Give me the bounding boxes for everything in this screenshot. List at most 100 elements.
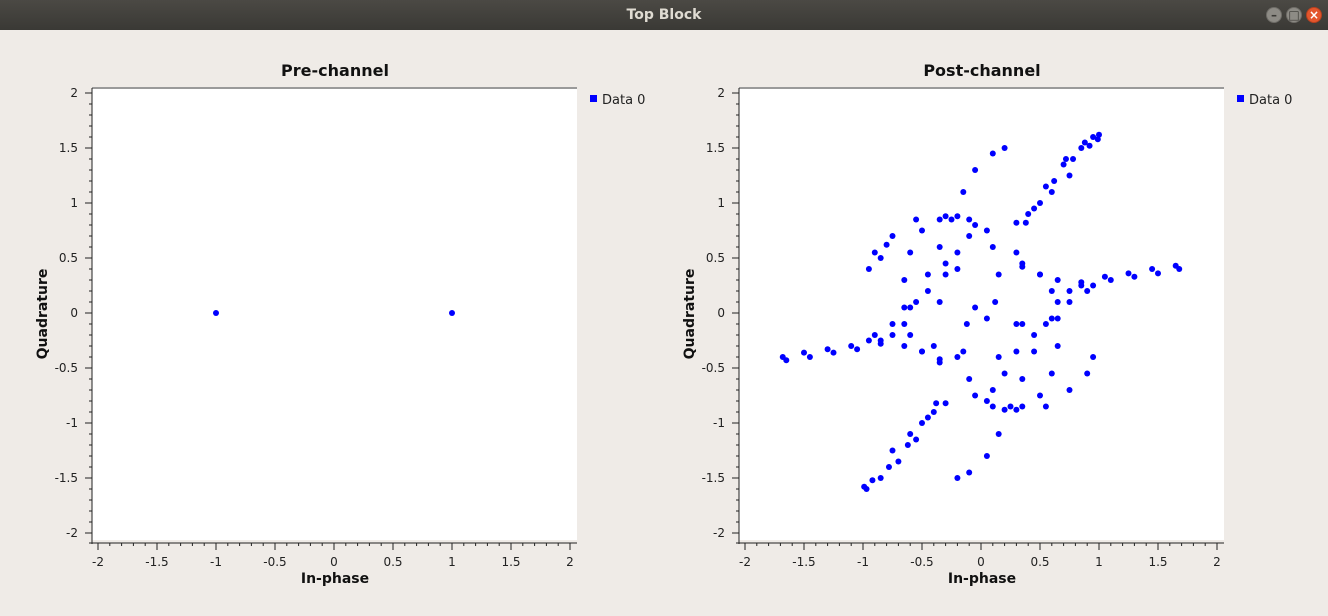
data-point [966,469,973,476]
data-point [913,299,920,305]
data-point [983,398,990,404]
legend-entry[interactable]: Data 0 [1249,93,1292,108]
data-point [865,266,872,272]
maximize-button[interactable]: □ [1286,7,1302,23]
data-point [992,299,999,305]
chart-1: -2 -1.5 -1 -0.5 0 0.5 1 1.5 2 2 1.5 1 0.5 0 -0.5 -1 -1.5… [35,61,645,587]
chart-title: Post-channel [923,61,1040,80]
data-point [854,346,861,353]
y-tick-label: -1.5 [702,471,725,485]
x-tick-label: -2 [92,555,104,569]
minimize-button[interactable]: – [1266,7,1282,23]
y-axis-label: Quadrature [35,269,51,360]
plot-canvas [92,88,577,540]
data-point [983,227,990,234]
y-tick-label: -2 [713,526,725,540]
data-point [1101,273,1108,280]
data-point [933,400,940,407]
data-point [1042,321,1049,327]
data-point [995,354,1002,360]
data-point [801,349,807,356]
x-tick-label: 0 [330,555,338,569]
data-point [972,304,979,311]
data-point [954,266,961,272]
data-point [1019,376,1026,382]
data-point [1037,271,1043,278]
data-point [783,357,790,364]
data-point [1066,299,1073,305]
data-point [1096,131,1102,138]
data-point [924,414,931,421]
data-point [1107,277,1114,283]
data-point [1001,145,1008,151]
data-point [877,340,884,347]
y-tick-label: 2 [717,86,725,100]
legend-entry[interactable]: Data 0 [602,93,645,108]
data-point [989,403,996,410]
data-point [989,244,996,250]
data-point [930,343,937,349]
plot-canvas [739,88,1224,540]
data-point [1066,387,1073,393]
data-point [901,277,908,283]
data-point [901,343,908,349]
data-point [924,271,931,278]
chart-title: Pre-channel [281,61,389,80]
x-tick-label: -2 [739,555,751,569]
x-tick-label: 0.5 [1030,555,1049,569]
legend-swatch [1237,95,1244,102]
data-point [1149,266,1156,272]
data-point [913,216,920,223]
data-point [1037,200,1043,206]
y-tick-label: 0 [717,306,725,320]
x-tick-label: 0 [977,555,985,569]
y-tick-label: 1 [70,196,78,210]
data-point [1048,315,1055,322]
x-tick-label: -1 [210,555,222,569]
close-button[interactable]: × [1306,7,1322,23]
data-point [960,189,967,195]
data-point [942,213,949,220]
x-tick-label: -0.5 [910,555,933,569]
data-point [885,464,892,470]
data-point [1078,279,1085,286]
data-point [907,332,914,338]
x-tick-label: -1 [857,555,869,569]
y-tick-label: 0.5 [59,251,78,265]
data-point [1155,270,1161,277]
x-tick-label: 1.5 [501,555,520,569]
data-point [901,321,908,327]
x-tick-label: 2 [1213,555,1221,569]
data-point [1019,263,1026,270]
data-point [1131,273,1138,280]
data-point [1019,321,1026,327]
y-tick-label: -1 [66,416,78,430]
window-title: Top Block [626,7,702,23]
x-tick-label: 0.5 [383,555,402,569]
data-point [1022,219,1029,226]
data-point [954,475,961,481]
data-point [889,321,896,327]
y-tick-label: 0.5 [706,251,725,265]
data-point [907,249,914,256]
data-point [942,271,949,278]
data-point [936,299,943,305]
data-point [901,304,908,311]
data-point [989,150,996,157]
data-point [930,409,937,415]
data-point [995,431,1002,437]
data-point [1051,178,1058,184]
data-point [1090,134,1097,140]
data-point [1172,262,1179,269]
data-point [213,310,219,316]
data-point [889,332,896,338]
data-point [954,354,961,360]
data-point [889,233,896,239]
data-point [871,249,878,256]
data-point [1013,348,1020,355]
data-point [1086,142,1093,149]
data-point [1066,288,1073,294]
data-point [1031,332,1038,338]
data-point [954,213,961,220]
data-point [1007,403,1014,410]
